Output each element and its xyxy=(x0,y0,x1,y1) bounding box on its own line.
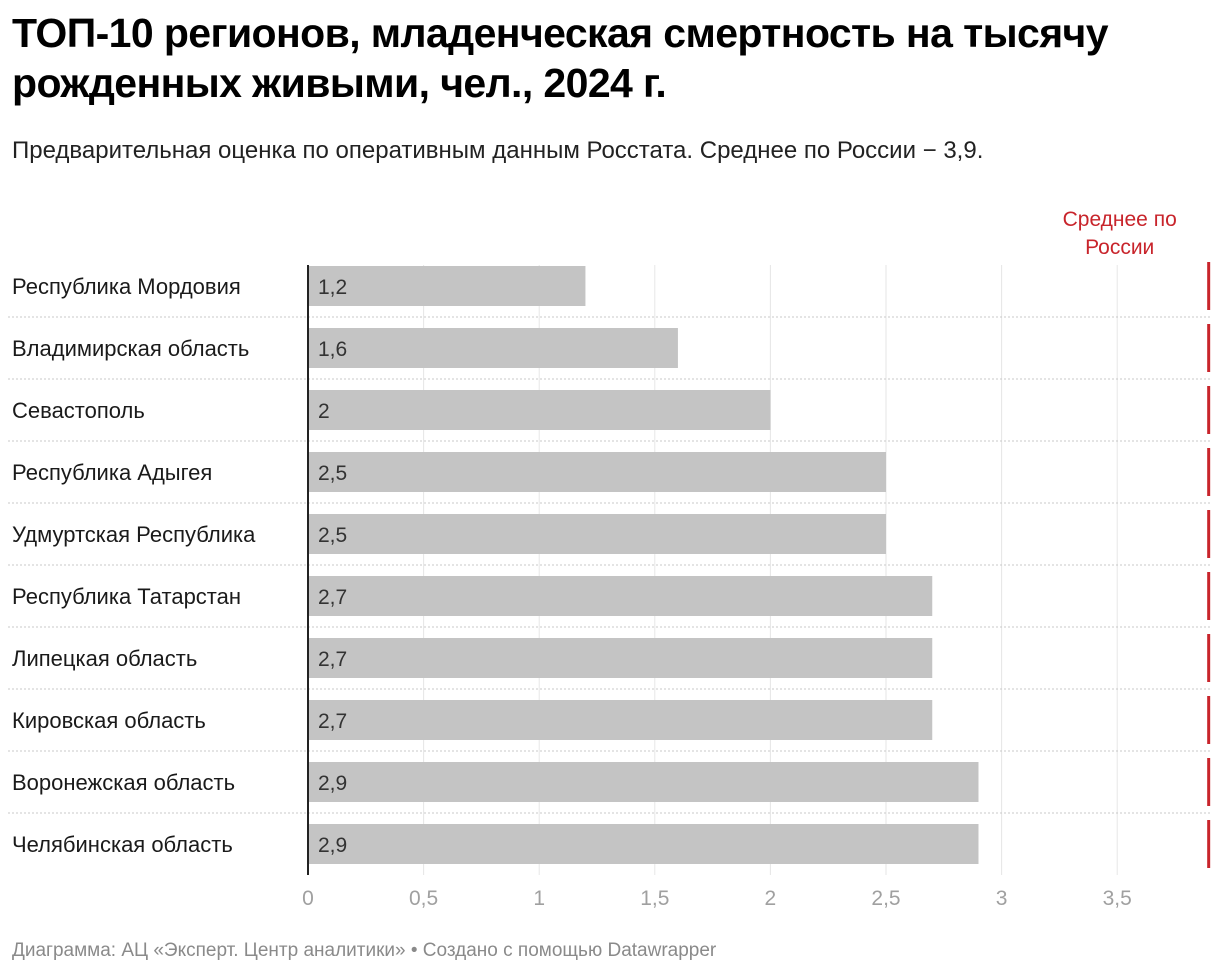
x-tick-label-4: 2 xyxy=(765,887,777,910)
category-label-9: Воронежская область xyxy=(12,770,235,795)
chart-subtitle: Предварительная оценка по оперативным да… xyxy=(12,137,984,164)
category-label-1: Республика Мордовия xyxy=(12,274,241,299)
x-tick-label-6: 3 xyxy=(996,887,1008,910)
x-tick-label-0: 0 xyxy=(302,887,314,910)
category-label-6: Республика Татарстан xyxy=(12,584,241,609)
bar-chart: Республика Мордовия 1,2 Владимирская облас… xyxy=(8,208,1211,910)
value-label-4: 2,5 xyxy=(318,462,347,485)
bar-4 xyxy=(308,452,886,492)
x-tick-label-2: 1 xyxy=(533,887,545,910)
reference-line-label-2: России xyxy=(1085,236,1154,259)
value-label-6: 2,7 xyxy=(318,586,347,609)
value-label-10: 2,9 xyxy=(318,834,347,857)
category-label-5: Удмуртская Республика xyxy=(12,522,256,547)
value-label-2: 1,6 xyxy=(318,338,347,361)
bar-7 xyxy=(308,638,933,678)
bar-3 xyxy=(308,390,771,430)
bar-9 xyxy=(308,762,979,802)
category-label-7: Липецкая область xyxy=(12,646,197,671)
reference-line-label-1: Среднее по xyxy=(1063,208,1177,231)
category-label-4: Республика Адыгея xyxy=(12,460,212,485)
x-tick-label-5: 2,5 xyxy=(871,887,900,910)
category-label-2: Владимирская область xyxy=(12,336,249,361)
value-label-3: 2 xyxy=(318,400,330,423)
value-label-1: 1,2 xyxy=(318,276,347,299)
bar-10 xyxy=(308,824,979,864)
category-label-10: Челябинская область xyxy=(12,832,233,857)
x-tick-label-7: 3,5 xyxy=(1103,887,1132,910)
bar-1 xyxy=(308,266,586,306)
chart-footer: Диаграмма: АЦ «Эксперт. Центр аналитики»… xyxy=(12,940,717,961)
value-label-9: 2,9 xyxy=(318,772,347,795)
bar-6 xyxy=(308,576,933,616)
chart-title: ТОП-10 регионов, младенческая смертность… xyxy=(12,10,1109,106)
x-tick-label-1: 0,5 xyxy=(409,887,438,910)
x-tick-label-3: 1,5 xyxy=(640,887,669,910)
category-label-8: Кировская область xyxy=(12,708,206,733)
value-label-7: 2,7 xyxy=(318,648,347,671)
bar-5 xyxy=(308,514,886,554)
bar-8 xyxy=(308,700,933,740)
bar-2 xyxy=(308,328,678,368)
category-label-3: Севастополь xyxy=(12,398,145,423)
value-label-8: 2,7 xyxy=(318,710,347,733)
value-label-5: 2,5 xyxy=(318,524,347,547)
